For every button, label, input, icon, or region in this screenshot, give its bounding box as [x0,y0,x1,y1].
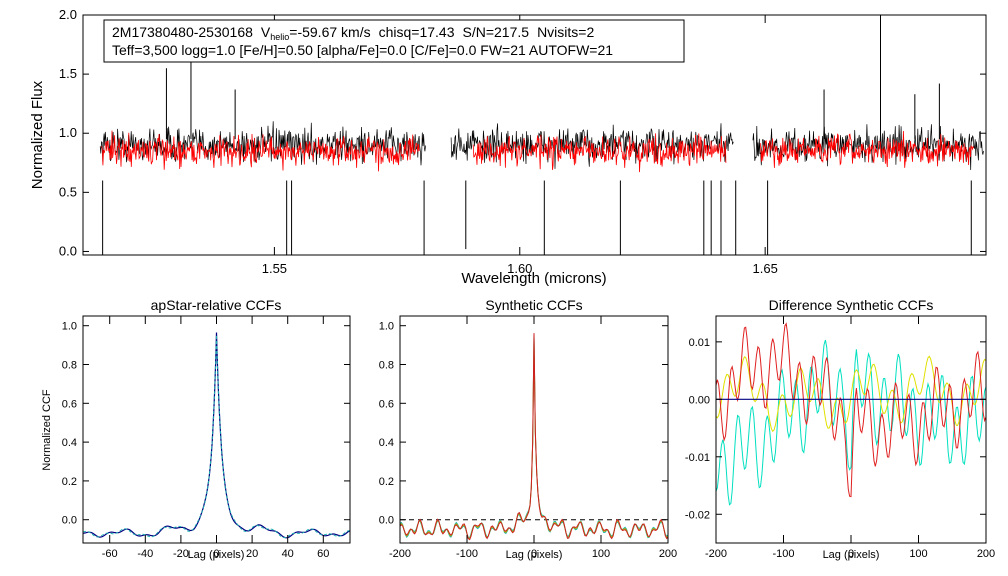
info-box: 2M17380480-2530168 Vhelio=-59.67 km/s chis… [103,19,685,63]
spectrum-xtick-label: 1.55 [262,261,287,276]
apstar-ccf-xtick-label: -40 [137,548,153,560]
synthetic-ccf-xtick-label: -200 [389,548,411,560]
spectrum-x-axis-label: Wavelength (microns) [461,270,606,287]
difference-ccf-line [715,322,987,498]
synthetic-ccf-xtick-label: 100 [592,548,610,560]
info-snr: S/N=217.5 [463,24,530,40]
difference-ccf-title: Difference Synthetic CCFs [769,297,934,313]
spectrum-ytick-label: 1.5 [59,66,77,81]
apstar-ccf-y-axis-label: Normalized CCF [41,389,53,471]
apstar-ccf-line [82,332,351,539]
synthetic-ccf-panel: Synthetic CCFs 0.0 0.2 0.4 0.6 0.8 1.0 -200 -1… [379,297,677,561]
spectrum-xtick-label: 1.60 [507,261,532,276]
spectrum-x-ticks: 1.55 1.60 1.65 [262,15,778,276]
difference-ccf-series-group [715,322,987,506]
apstar-ccf-series-group [82,332,351,539]
difference-ccf-line [715,355,987,433]
apstar-ccf-ytick-label: 0.4 [62,437,77,449]
synthetic-ccf-ytick-label: 0.0 [379,515,394,527]
difference-ccf-xtick-label: 200 [977,548,995,560]
info-box-line-1: 2M17380480-2530168 Vhelio=-59.67 km/s chis… [112,24,594,42]
synthetic-ccf-line [399,333,669,541]
apstar-ccf-xtick-label: 20 [246,548,258,560]
difference-ccf-xtick-label: -200 [705,548,727,560]
difference-ccf-panel: Difference Synthetic CCFs -0.02 -0.01 0.00… [685,297,995,561]
difference-ccf-ytick-label: 0.00 [689,394,710,406]
synthetic-ccf-series-group [399,333,669,541]
difference-ccf-xtick-label: 0 [848,548,854,560]
difference-ccf-frame [715,315,987,544]
apstar-ccf-ytick-label: 0.8 [62,360,77,372]
apstar-ccf-panel: apStar-relative CCFs 0.00.20.40.60.81.0 … [41,297,351,561]
apstar-ccf-xtick-label: 0 [213,548,219,560]
apstar-ccf-y-ticks: 0.0 0.2 0.4 0.6 0.8 1.0 [62,321,350,527]
apstar-ccf-ytick-label: 0.0 [62,515,77,527]
apstar-ccf-xtick-label: 60 [317,548,329,560]
difference-ccf-y-ticks: -0.02 -0.01 0.00 0.01 [685,337,986,521]
info-vhelio-value: =-59.67 km/s [289,24,370,40]
difference-ccf-x-axis-label: Lag (pixels) [823,549,880,561]
spectrum-ytick-label: 0.5 [59,184,77,199]
difference-ccf-ytick-label: -0.02 [685,509,710,521]
spectrum-spikes-group [102,15,972,255]
spectrum-ytick-label: 1.0 [59,125,77,140]
apstar-ccf-title: apStar-relative CCFs [151,297,282,313]
synthetic-ccf-xtick-label: 200 [659,548,677,560]
synthetic-ccf-y-ticks: 0.0 0.2 0.4 0.6 0.8 1.0 [379,321,668,527]
spectrum-series-group [99,121,984,173]
synthetic-ccf-ytick-label: 1.0 [379,321,394,333]
apstar-ccf-ytick-label: 0.6 [62,398,77,410]
info-vhelio-subscript: helio [270,32,289,42]
info-chisq: chisq=17.43 [379,24,455,40]
difference-ccf-ytick-label: 0.01 [689,337,710,349]
model-spectrum-line [759,130,975,168]
synthetic-ccf-ytick-label: 0.4 [379,437,394,449]
synthetic-ccf-ytick-label: 0.8 [379,360,394,372]
model-spectrum-line [472,133,727,173]
model-spectrum-line [101,130,420,172]
apstar-ccf-x-ticks: -60 -40 -20 0 20 40 60 [102,316,329,560]
difference-ccf-line [715,339,987,506]
spectrum-panel: 0.0 0.5 1.0 1.5 2.0 1.55 1.60 1.65 Wavelength … [29,7,987,287]
synthetic-ccf-xtick-label: -100 [456,548,478,560]
spectrum-ytick-label: 0.0 [59,243,77,258]
spectrum-plot-frame [82,14,987,256]
info-nvisits: Nvisits=2 [537,24,594,40]
spectrum-y-ticks: 0.0 0.5 1.0 1.5 2.0 [59,7,986,258]
spectrum-xtick-label: 1.65 [753,261,778,276]
apstar-ccf-xtick-label: -20 [173,548,189,560]
difference-ccf-ytick-label: -0.01 [685,452,710,464]
synthetic-ccf-title: Synthetic CCFs [485,297,582,313]
apstar-ccf-ytick-label: 0.2 [62,476,77,488]
synthetic-ccf-x-ticks: -200 -100 0 100 200 [389,316,677,560]
synthetic-ccf-ytick-label: 0.2 [379,476,394,488]
difference-ccf-xtick-label: 100 [909,548,927,560]
apstar-ccf-xtick-label: 40 [282,548,294,560]
synthetic-ccf-x-axis-label: Lag (pixels) [506,549,563,561]
info-box-line-2: Teff=3,500 logg=1.0 [Fe/H]=0.50 [alpha/F… [112,42,613,58]
synthetic-ccf-ytick-label: 0.6 [379,398,394,410]
apstar-ccf-ytick-label: 1.0 [62,321,77,333]
difference-ccf-xtick-label: -100 [772,548,794,560]
spectrum-ytick-label: 2.0 [59,7,77,22]
difference-ccf-x-ticks: -200 -100 0 100 200 [705,316,995,560]
spectrum-y-axis-label: Normalized Flux [29,80,46,189]
apstar-ccf-xtick-label: -60 [102,548,118,560]
info-vhelio-label: V [261,24,271,40]
synthetic-ccf-xtick-label: 0 [531,548,537,560]
apstar-ccf-x-axis-label: Lag (pixels) [188,549,245,561]
info-box-frame [103,19,685,63]
info-star-id: 2M17380480-2530168 [112,24,253,40]
apstar-ccf-line [82,335,350,539]
